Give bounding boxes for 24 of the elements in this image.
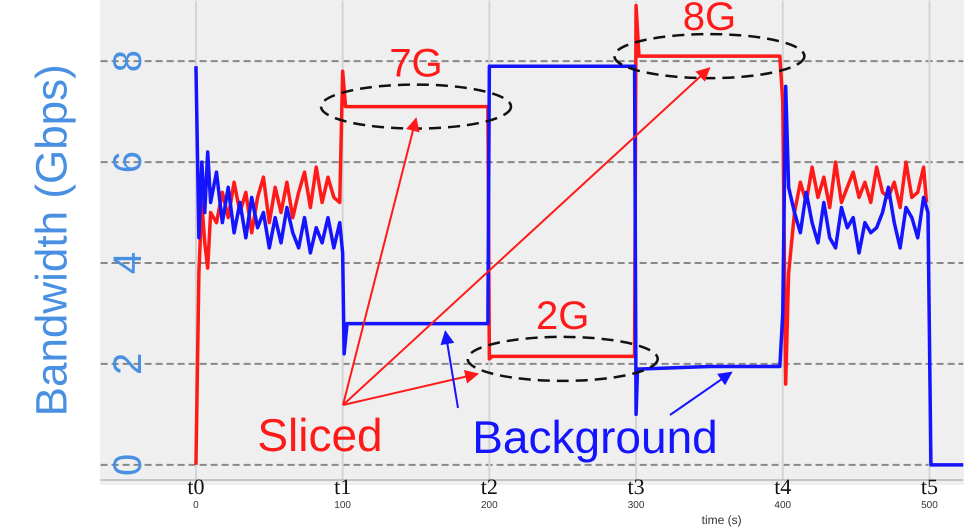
x-tick-label: 100 bbox=[334, 500, 352, 511]
x-tick-label: 0 bbox=[193, 500, 200, 511]
legend-label: Sliced bbox=[257, 409, 383, 461]
legend-label: Background bbox=[472, 411, 718, 463]
x-tick-label: 300 bbox=[628, 500, 645, 511]
annotation: 7G bbox=[389, 42, 443, 86]
x-tick-label: 400 bbox=[774, 500, 792, 511]
y-tick-label: 8 bbox=[106, 50, 150, 72]
annotation: t5 bbox=[920, 474, 938, 499]
y-tick-label: 6 bbox=[106, 150, 150, 174]
x-axis-title: time (s) bbox=[702, 513, 742, 527]
annotation: t2 bbox=[480, 474, 498, 499]
x-tick-label: 500 bbox=[921, 500, 938, 511]
y-tick-label: 0 bbox=[106, 454, 150, 476]
annotation: t0 bbox=[187, 474, 205, 499]
annotation: 8G bbox=[682, 0, 736, 39]
y-tick-label: 2 bbox=[106, 352, 150, 376]
annotation: 2G bbox=[536, 294, 590, 338]
annotation: t1 bbox=[334, 474, 352, 499]
annotation: t3 bbox=[627, 474, 645, 499]
y-axis-title: Bandwidth (Gbps) bbox=[28, 64, 76, 416]
annotation: t4 bbox=[774, 474, 792, 499]
y-tick-label: 4 bbox=[106, 252, 150, 274]
x-tick-label: 200 bbox=[481, 500, 498, 511]
